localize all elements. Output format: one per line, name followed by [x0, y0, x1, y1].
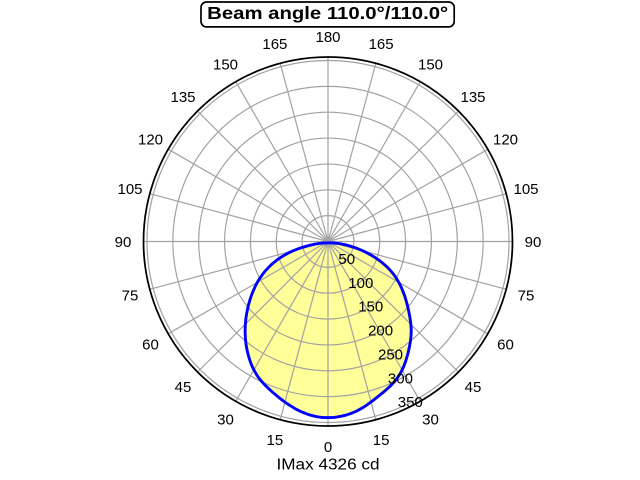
- svg-text:165: 165: [369, 36, 394, 53]
- svg-text:150: 150: [418, 57, 443, 74]
- svg-text:120: 120: [493, 132, 518, 149]
- svg-text:105: 105: [513, 181, 538, 198]
- svg-text:150: 150: [213, 57, 238, 74]
- svg-text:105: 105: [117, 181, 142, 198]
- svg-text:90: 90: [115, 234, 132, 251]
- svg-text:15: 15: [267, 432, 284, 449]
- svg-text:165: 165: [262, 36, 287, 53]
- svg-text:60: 60: [497, 337, 514, 354]
- svg-text:75: 75: [518, 287, 535, 304]
- svg-text:135: 135: [460, 89, 485, 106]
- svg-text:45: 45: [465, 379, 482, 396]
- svg-text:50: 50: [338, 251, 355, 268]
- svg-text:100: 100: [348, 275, 373, 292]
- svg-text:200: 200: [368, 323, 393, 340]
- svg-text:Beam angle 110.0°/110.0°: Beam angle 110.0°/110.0°: [207, 3, 448, 23]
- svg-text:135: 135: [170, 89, 195, 106]
- svg-text:180: 180: [315, 29, 340, 46]
- svg-text:150: 150: [358, 299, 383, 316]
- svg-text:30: 30: [217, 412, 234, 429]
- svg-text:300: 300: [388, 370, 413, 387]
- svg-text:IMax 4326 cd: IMax 4326 cd: [277, 457, 380, 474]
- svg-text:30: 30: [422, 412, 439, 429]
- svg-text:45: 45: [175, 379, 192, 396]
- svg-text:350: 350: [398, 394, 423, 411]
- svg-text:60: 60: [142, 337, 159, 354]
- svg-text:250: 250: [378, 346, 403, 363]
- svg-text:120: 120: [138, 132, 163, 149]
- svg-text:90: 90: [525, 234, 542, 251]
- svg-text:15: 15: [373, 432, 390, 449]
- svg-text:75: 75: [122, 287, 139, 304]
- svg-text:0: 0: [324, 439, 332, 456]
